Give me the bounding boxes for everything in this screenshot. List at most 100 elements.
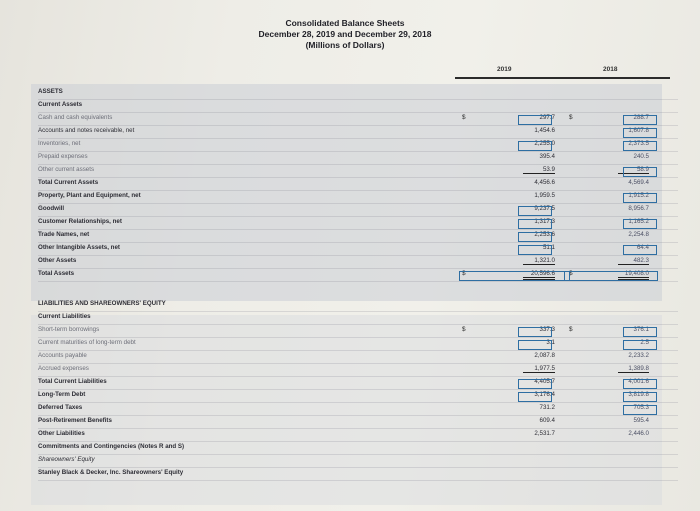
cell-highlight xyxy=(518,327,552,337)
value-2019: 609.4 xyxy=(539,417,555,424)
value-2018: 705.3 xyxy=(633,404,649,411)
row-label: Post-Retirement Benefits xyxy=(38,417,112,424)
table-row: Stanley Black & Decker, Inc. Shareowners… xyxy=(38,467,678,481)
cell-highlight xyxy=(623,327,657,337)
cell-highlight xyxy=(623,245,657,255)
row-label: Total Current Assets xyxy=(38,179,99,186)
row-label: Prepaid expenses xyxy=(38,153,88,160)
row-label: Deferred Taxes xyxy=(38,404,83,411)
table-row: Other Assets 1,321.0 482.3 xyxy=(38,255,678,269)
value-2019: 3.1 xyxy=(546,339,555,346)
row-label: Customer Relationships, net xyxy=(38,218,122,225)
currency-symbol: $ xyxy=(462,270,466,277)
value-2019: 731.2 xyxy=(539,404,555,411)
value-2018: 1,165.2 xyxy=(628,218,649,225)
table-row: Other current assets 53.9 58.9 xyxy=(38,164,678,178)
row-label: Other Intangible Assets, net xyxy=(38,244,120,251)
table-row: Other Liabilities 2,531.7 2,446.0 xyxy=(38,428,678,442)
cell-highlight xyxy=(518,115,552,125)
value-2019: 1,321.0 xyxy=(523,257,555,265)
cell-highlight xyxy=(518,245,552,255)
value-2019: 2,531.7 xyxy=(534,430,555,437)
row-label: Current Assets xyxy=(38,101,83,108)
title-line-1: Consolidated Balance Sheets xyxy=(285,18,405,28)
liabilities-highlight xyxy=(31,315,662,505)
value-2019: 2,087.8 xyxy=(534,352,555,359)
table-row: Property, Plant and Equipment, net 1,959… xyxy=(38,190,678,204)
cell-highlight xyxy=(623,128,657,138)
table-row: Current maturities of long-term debt 3.1… xyxy=(38,337,678,351)
header-rule xyxy=(455,77,670,79)
column-header-2019: 2019 xyxy=(497,66,512,73)
table-row: Short-term borrowings $ 337.3 $ 376.1 xyxy=(38,324,678,338)
table-row: Deferred Taxes 731.2 705.3 xyxy=(38,402,678,416)
value-2019: 4,405.7 xyxy=(534,378,555,385)
table-row: Post-Retirement Benefits 609.4 595.4 xyxy=(38,415,678,429)
cell-highlight xyxy=(623,167,657,177)
value-2019: 20,596.6 xyxy=(523,270,555,280)
row-label: Inventories, net xyxy=(38,140,81,147)
currency-symbol: $ xyxy=(569,326,573,333)
statement-title: Consolidated Balance Sheets December 28,… xyxy=(240,18,450,51)
table-row: ASSETS xyxy=(38,86,678,100)
row-label: Commitments and Contingencies (Notes R a… xyxy=(38,443,185,450)
currency-symbol: $ xyxy=(569,270,573,277)
table-row: Accounts and notes receivable, net 1,454… xyxy=(38,125,678,139)
value-2018: 376.1 xyxy=(633,326,649,333)
value-2018: 2,446.0 xyxy=(628,430,649,437)
row-label: ASSETS xyxy=(38,88,63,95)
title-line-3: (Millions of Dollars) xyxy=(305,40,385,50)
cell-highlight xyxy=(623,392,657,402)
table-row: Cash and cash equivalents $ 297.7 $ 288.… xyxy=(38,112,678,126)
row-label: Other current assets xyxy=(38,166,95,173)
value-2018: 64.4 xyxy=(636,244,649,251)
value-2019: 297.7 xyxy=(539,114,555,121)
value-2018: 2,254.8 xyxy=(628,231,649,238)
row-label: Cash and cash equivalents xyxy=(38,114,113,121)
row-label: Shareowners' Equity xyxy=(38,456,95,463)
table-row: Total Assets $ 20,596.6 $ 19,408.0 xyxy=(38,268,678,282)
value-2019: 2,253.6 xyxy=(534,231,555,238)
value-2018: 58.9 xyxy=(618,166,649,174)
row-label: Goodwill xyxy=(38,205,65,212)
currency-symbol: $ xyxy=(462,326,466,333)
value-2018: 1,389.8 xyxy=(618,365,649,373)
table-row: Accrued expenses 1,977.5 1,389.8 xyxy=(38,363,678,377)
table-row: Total Current Liabilities 4,405.7 4,001.… xyxy=(38,376,678,390)
cell-highlight xyxy=(623,115,657,125)
row-label: Accounts and notes receivable, net xyxy=(38,127,135,134)
row-label: Total Assets xyxy=(38,270,75,277)
row-label: Property, Plant and Equipment, net xyxy=(38,192,141,199)
value-2019: 53.9 xyxy=(523,166,555,174)
value-2018: 595.4 xyxy=(633,417,649,424)
row-label: Total Current Liabilities xyxy=(38,378,107,385)
value-2018: 482.3 xyxy=(618,257,649,265)
row-label: Stanley Black & Decker, Inc. Shareowners… xyxy=(38,469,184,476)
table-row: Prepaid expenses 395.4 240.5 xyxy=(38,151,678,165)
value-2018: 2,233.2 xyxy=(628,352,649,359)
value-2019: 395.4 xyxy=(539,153,555,160)
table-row: Customer Relationships, net 1,317.3 1,16… xyxy=(38,216,678,230)
value-2019: 337.3 xyxy=(539,326,555,333)
cell-highlight xyxy=(623,219,657,229)
currency-symbol: $ xyxy=(569,114,573,121)
cell-highlight xyxy=(459,271,570,281)
value-2018: 4,569.4 xyxy=(628,179,649,186)
cell-highlight xyxy=(518,340,552,350)
value-2018: 2.5 xyxy=(640,339,649,346)
table-row: Goodwill 9,237.5 8,956.7 xyxy=(38,203,678,217)
cell-highlight xyxy=(518,141,552,151)
value-2018: 1,607.8 xyxy=(628,127,649,134)
currency-symbol: $ xyxy=(462,114,466,121)
assets-highlight xyxy=(31,84,662,301)
cell-highlight xyxy=(623,141,657,151)
row-label: Other Assets xyxy=(38,257,77,264)
cell-highlight xyxy=(518,206,552,216)
table-row: LIABILITIES AND SHAREOWNERS' EQUITY xyxy=(38,298,678,312)
value-2018: 19,408.0 xyxy=(618,270,649,280)
value-2019: 3,176.4 xyxy=(534,391,555,398)
row-label: Accounts payable xyxy=(38,352,87,359)
value-2019: 2,255.0 xyxy=(534,140,555,147)
cell-highlight xyxy=(623,340,657,350)
row-label: Current maturities of long-term debt xyxy=(38,339,136,346)
